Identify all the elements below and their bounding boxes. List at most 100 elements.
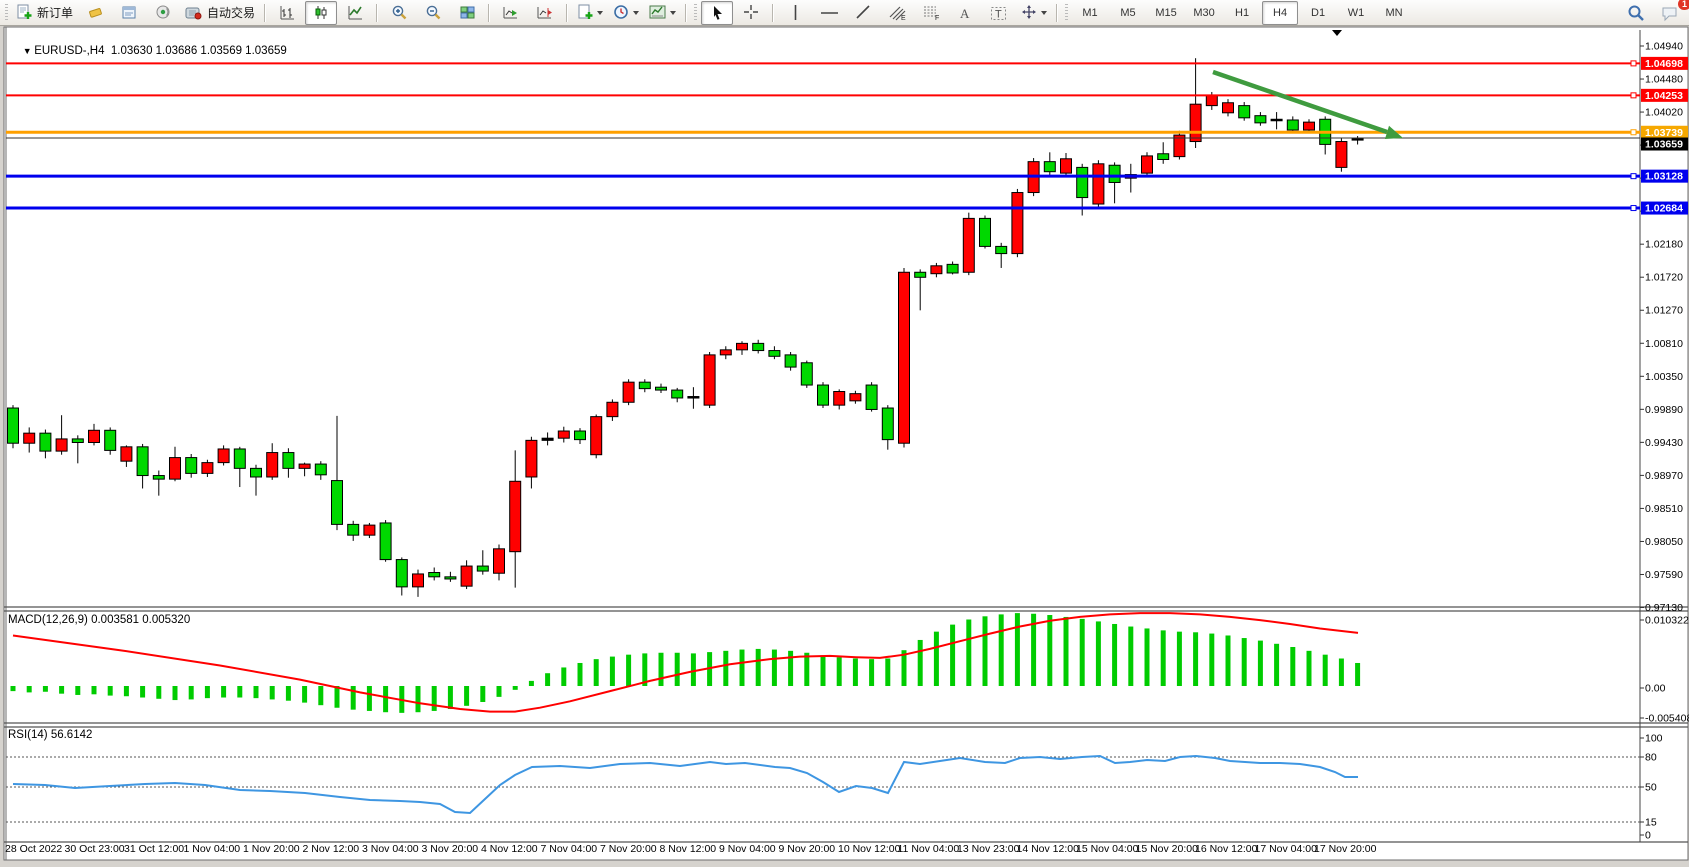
- horizontal-line-tool-button[interactable]: [813, 1, 845, 25]
- candlestick-chart-icon: [313, 4, 330, 21]
- chart-ohlc-values: 1.03630 1.03686 1.03569 1.03659: [110, 45, 287, 57]
- candles-group: [7, 58, 1364, 597]
- text-tool-button[interactable]: A: [949, 1, 981, 25]
- chart-symbol-period: EURUSD-,H4: [34, 45, 105, 57]
- rsi-label: RSI(14) 56.6142: [8, 729, 93, 741]
- new-order-label: 新订单: [37, 6, 74, 20]
- svg-text:0.97590: 0.97590: [1645, 569, 1683, 581]
- bar-chart-button[interactable]: [271, 1, 303, 25]
- notifications-button[interactable]: 1: [1654, 0, 1689, 25]
- vertical-line-tool-button[interactable]: [779, 1, 811, 25]
- autotrading-label: 自动交易: [207, 6, 256, 20]
- svg-text:13 Nov 23:00: 13 Nov 23:00: [957, 843, 1020, 855]
- editor-button[interactable]: [113, 1, 145, 25]
- macd-signal-line: [12, 612, 1359, 713]
- chart-objects-group: [6, 30, 1640, 212]
- toolbar-grip[interactable]: [5, 3, 8, 22]
- zoom-out-button[interactable]: [417, 1, 449, 25]
- svg-text:3 Nov 04:00: 3 Nov 04:00: [362, 843, 419, 855]
- autotrading-icon: [185, 4, 203, 21]
- chevron-down-icon: [633, 10, 640, 15]
- toolbar-grip[interactable]: [1065, 3, 1069, 22]
- svg-text:9 Nov 04:00: 9 Nov 04:00: [719, 843, 776, 855]
- cursor-tool-button[interactable]: [701, 0, 734, 25]
- search-button[interactable]: [1620, 1, 1652, 25]
- fibonacci-icon: F: [922, 4, 941, 21]
- chart-title: ▼ EURUSD-,H4 1.03630 1.03686 1.03569 1.0…: [10, 33, 287, 69]
- chart-shift-button[interactable]: [529, 1, 561, 25]
- autotrading-button[interactable]: 自动交易: [181, 1, 259, 25]
- svg-text:11 Nov 04:00: 11 Nov 04:00: [898, 843, 960, 855]
- svg-text:1 Nov 04:00: 1 Nov 04:00: [184, 843, 241, 855]
- trend-arrow-object[interactable]: [1212, 69, 1388, 135]
- notification-count-badge: 1: [1677, 0, 1689, 10]
- tab-timeframe-m1[interactable]: M1: [1082, 6, 1098, 19]
- tab-timeframe-h4[interactable]: H4: [1262, 0, 1299, 25]
- svg-text:1.03659: 1.03659: [1645, 139, 1683, 151]
- new-order-button[interactable]: 新订单: [12, 1, 77, 25]
- price-axis[interactable]: 1.049401.044801.040201.035601.031001.026…: [1640, 41, 1689, 842]
- trendline-tool-button[interactable]: [847, 1, 879, 25]
- svg-text:1.03128: 1.03128: [1645, 171, 1683, 183]
- svg-text:0.010322: 0.010322: [1645, 615, 1689, 627]
- zoom-in-icon: [391, 4, 408, 21]
- tab-timeframe-m15[interactable]: M15: [1155, 6, 1177, 19]
- svg-text:1.04253: 1.04253: [1645, 90, 1683, 102]
- bar-chart-icon: [279, 4, 296, 21]
- svg-text:17 Nov 04:00: 17 Nov 04:00: [1255, 843, 1318, 855]
- new-order-icon: [16, 4, 33, 21]
- editor-icon: [121, 4, 138, 21]
- chat-bubble-icon: [1661, 4, 1680, 22]
- svg-text:31 Oct 12:00: 31 Oct 12:00: [124, 843, 184, 855]
- tab-timeframe-m30[interactable]: M30: [1193, 6, 1215, 19]
- svg-text:0.98510: 0.98510: [1645, 503, 1683, 515]
- period-dropdown[interactable]: [609, 1, 643, 25]
- svg-text:2 Nov 12:00: 2 Nov 12:00: [303, 843, 360, 855]
- signals-icon: [155, 4, 172, 21]
- text-label-tool-button[interactable]: T: [983, 1, 1015, 25]
- line-chart-icon: [347, 4, 364, 21]
- crosshair-tool-button[interactable]: [735, 1, 767, 25]
- chevron-down-icon: [597, 10, 604, 15]
- fibonacci-tool-button[interactable]: F: [915, 1, 947, 25]
- time-axis[interactable]: 28 Oct 2022 30 Oct 23:00 31 Oct 12:00 1 Nov…: [5, 843, 1377, 855]
- line-chart-button[interactable]: [339, 1, 371, 25]
- tab-timeframe-h1[interactable]: H1: [1235, 6, 1250, 19]
- svg-text:1.02684: 1.02684: [1645, 203, 1683, 215]
- svg-text:14 Nov 12:00: 14 Nov 12:00: [1017, 843, 1080, 855]
- svg-text:15 Nov 20:00: 15 Nov 20:00: [1136, 843, 1199, 855]
- arrows-dropdown[interactable]: [1017, 1, 1051, 25]
- tile-windows-button[interactable]: [451, 1, 483, 25]
- svg-text:7 Nov 20:00: 7 Nov 20:00: [600, 843, 657, 855]
- tab-timeframe-mn[interactable]: MN: [1385, 6, 1403, 19]
- text-icon: A: [958, 5, 973, 21]
- svg-text:80: 80: [1645, 752, 1657, 764]
- tab-timeframe-w1[interactable]: W1: [1347, 6, 1365, 19]
- auto-scroll-button[interactable]: [495, 1, 527, 25]
- toolbar-separator: [264, 3, 267, 22]
- zoom-in-button[interactable]: [383, 1, 415, 25]
- chart-shift-icon: [536, 4, 554, 21]
- chevron-down-icon: [1041, 10, 1048, 15]
- channel-icon: E: [888, 4, 907, 21]
- collapse-arrow-icon[interactable]: ▼: [22, 46, 35, 56]
- auto-scroll-icon: [502, 4, 520, 21]
- horizontal-line-icon: [820, 5, 839, 20]
- candlestick-chart-button[interactable]: [305, 0, 338, 25]
- svg-text:1.00810: 1.00810: [1645, 338, 1683, 350]
- new-chart-icon: [577, 4, 594, 21]
- svg-text:E: E: [901, 15, 906, 21]
- new-chart-dropdown[interactable]: [573, 1, 607, 25]
- macd-pane: [10, 612, 1361, 713]
- tile-windows-icon: [459, 4, 476, 21]
- eraser-button[interactable]: [79, 1, 111, 25]
- template-dropdown[interactable]: [645, 1, 680, 25]
- tab-timeframe-m5[interactable]: M5: [1120, 6, 1136, 19]
- svg-text:0.98050: 0.98050: [1645, 536, 1683, 548]
- equidistant-channel-tool-button[interactable]: E: [881, 1, 913, 25]
- rsi-pane: [6, 754, 1640, 823]
- signals-button[interactable]: [147, 1, 179, 25]
- toolbar-grip[interactable]: [694, 3, 698, 22]
- tab-timeframe-d1[interactable]: D1: [1311, 6, 1326, 19]
